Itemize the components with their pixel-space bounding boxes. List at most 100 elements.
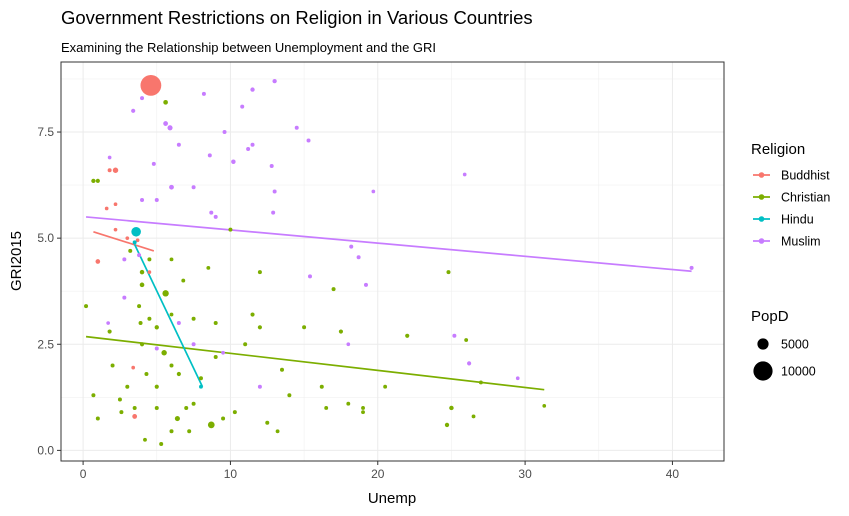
legend-size-entries: 5000 10000 bbox=[753, 338, 816, 381]
christian-point bbox=[275, 429, 280, 434]
muslim-point bbox=[154, 197, 159, 202]
christian-point bbox=[169, 429, 174, 434]
plot-panel bbox=[60, 61, 725, 462]
christian-point bbox=[319, 384, 324, 389]
y-tick-label: 0.0 bbox=[37, 443, 54, 457]
christian-point bbox=[144, 371, 149, 376]
christian-point bbox=[95, 416, 100, 421]
christian-point bbox=[207, 421, 215, 429]
muslim-point bbox=[167, 125, 173, 131]
hindu-point bbox=[199, 384, 203, 389]
legend-size-point bbox=[753, 361, 773, 381]
christian-point bbox=[128, 248, 133, 253]
christian-point bbox=[383, 384, 388, 389]
christian-point bbox=[139, 342, 145, 347]
hindu-trend-line bbox=[133, 244, 204, 388]
christian-point bbox=[137, 304, 142, 309]
muslim-point bbox=[131, 108, 136, 113]
legend-size-label: 5000 bbox=[781, 338, 809, 352]
hindu-point bbox=[131, 226, 141, 237]
x-axis-title: Unemp bbox=[368, 490, 416, 507]
muslim-point bbox=[462, 172, 467, 177]
muslim-point bbox=[231, 159, 236, 164]
legend-label-hindu: Hindu bbox=[781, 213, 814, 227]
muslim-point bbox=[176, 142, 181, 147]
christian-trend-line bbox=[85, 335, 545, 391]
christian-point bbox=[449, 405, 454, 411]
buddhist-point bbox=[131, 365, 136, 370]
buddhist-point bbox=[135, 238, 140, 243]
christian-point bbox=[147, 316, 152, 321]
christian-point bbox=[232, 410, 237, 415]
muslim-point bbox=[221, 350, 225, 355]
christian-point bbox=[139, 282, 145, 288]
christian-point bbox=[265, 420, 270, 425]
christian-point bbox=[444, 422, 450, 428]
christian-point bbox=[119, 410, 124, 415]
christian-point bbox=[446, 270, 451, 275]
hindu-point bbox=[132, 240, 137, 245]
christian-point bbox=[243, 342, 248, 347]
christian-point bbox=[361, 410, 365, 415]
christian-point bbox=[107, 329, 112, 334]
legend-key-point-hindu bbox=[758, 216, 765, 222]
christian-point bbox=[138, 321, 143, 326]
y-tick-label: 5.0 bbox=[37, 231, 54, 245]
data-points bbox=[84, 74, 694, 447]
muslim-point bbox=[107, 155, 112, 160]
legend-color-entries: Buddhist Christian Hindu Muslim bbox=[753, 169, 830, 249]
christian-point bbox=[169, 363, 174, 368]
christian-point bbox=[169, 257, 174, 262]
christian-point bbox=[84, 304, 89, 309]
christian-point bbox=[471, 414, 476, 419]
muslim-point bbox=[207, 153, 212, 158]
christian-point bbox=[117, 397, 122, 402]
buddhist-point bbox=[95, 259, 101, 264]
x-tick-label: 40 bbox=[666, 467, 680, 481]
buddhist-point bbox=[147, 270, 152, 274]
legend-label-muslim: Muslim bbox=[781, 235, 821, 249]
christian-point bbox=[187, 429, 192, 434]
christian-point bbox=[257, 325, 262, 330]
muslim-point bbox=[452, 333, 457, 338]
christian-point bbox=[169, 312, 174, 317]
buddhist-point bbox=[132, 414, 138, 419]
legend-key-point-muslim bbox=[758, 238, 765, 244]
x-axis-ticks: 0 10 20 30 40 bbox=[80, 461, 680, 481]
chart-title: Government Restrictions on Religion in V… bbox=[61, 7, 533, 28]
christian-point bbox=[125, 384, 130, 389]
christian-point bbox=[198, 376, 203, 381]
x-tick-label: 0 bbox=[80, 467, 87, 481]
plot-border bbox=[60, 61, 725, 462]
christian-point bbox=[184, 405, 189, 410]
y-tick-label: 7.5 bbox=[37, 125, 54, 139]
muslim-point bbox=[201, 91, 206, 96]
buddhist-point bbox=[125, 236, 130, 240]
christian-point bbox=[213, 321, 218, 326]
muslim-point bbox=[213, 214, 218, 219]
x-tick-label: 20 bbox=[371, 467, 385, 481]
christian-point bbox=[162, 290, 169, 297]
christian-point bbox=[257, 270, 262, 275]
christian-point bbox=[206, 265, 211, 270]
christian-point bbox=[228, 227, 233, 232]
muslim-point bbox=[169, 184, 174, 190]
muslim-point bbox=[272, 78, 277, 84]
y-axis-ticks: 0.0 2.5 5.0 7.5 bbox=[37, 125, 61, 457]
christian-point bbox=[542, 403, 547, 408]
grid-lines bbox=[61, 62, 724, 461]
muslim-point bbox=[363, 282, 368, 287]
y-axis-title: GRI2015 bbox=[8, 231, 25, 291]
legend-color-title: Religion bbox=[751, 141, 805, 158]
muslim-point bbox=[154, 346, 159, 351]
legend-label-christian: Christian bbox=[781, 191, 830, 205]
christian-point bbox=[191, 401, 196, 406]
muslim-point bbox=[307, 274, 312, 279]
christian-point bbox=[464, 338, 469, 342]
christian-point bbox=[163, 100, 168, 105]
christian-point bbox=[338, 329, 344, 334]
christian-point bbox=[110, 363, 115, 368]
muslim-point bbox=[269, 163, 274, 168]
buddhist-point bbox=[113, 202, 118, 207]
christian-point bbox=[159, 442, 164, 447]
